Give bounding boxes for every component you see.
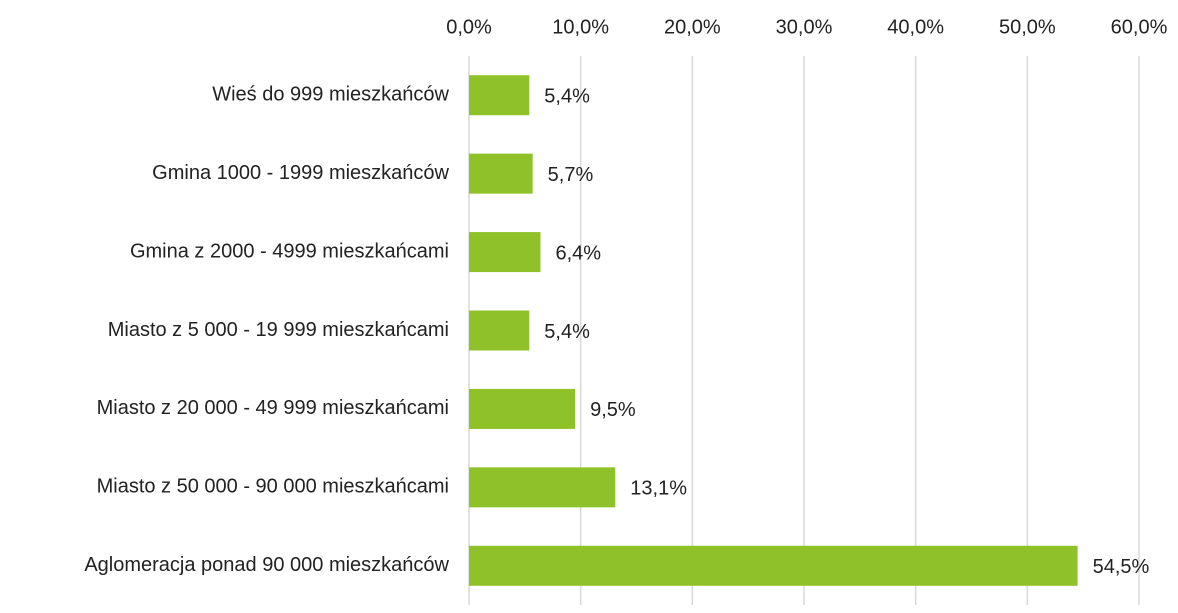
x-tick-label: 0,0% [446,16,492,38]
y-tick-label: Wieś do 999 mieszkańców [212,83,449,105]
bar [469,388,576,429]
value-label: 6,4% [555,242,601,264]
value-label: 5,4% [544,85,590,107]
bar [469,310,530,351]
bar [469,545,1078,586]
value-label: 5,4% [544,321,590,343]
x-tick-label: 20,0% [664,16,721,38]
x-tick-label: 10,0% [552,16,609,38]
y-tick-label: Miasto z 20 000 - 49 999 mieszkańcami [97,397,449,419]
x-tick-label: 30,0% [776,16,833,38]
bar [469,232,541,273]
bar [469,153,533,194]
x-tick-label: 50,0% [999,16,1056,38]
y-tick-label: Miasto z 50 000 - 90 000 mieszkańcami [97,476,449,498]
y-tick-label: Aglomeracja ponad 90 000 mieszkańców [84,554,449,576]
value-label: 54,5% [1093,556,1150,578]
value-label: 13,1% [630,478,687,500]
x-tick-label: 60,0% [1111,16,1168,38]
y-tick-label: Gmina z 2000 - 4999 mieszkańcami [130,240,449,262]
y-tick-label: Miasto z 5 000 - 19 999 mieszkańcami [108,319,449,341]
bar [469,75,530,116]
x-tick-label: 40,0% [887,16,944,38]
bar [469,467,616,508]
y-tick-label: Gmina 1000 - 1999 mieszkańców [152,162,449,184]
value-label: 5,7% [548,164,594,186]
value-label: 9,5% [590,399,636,421]
